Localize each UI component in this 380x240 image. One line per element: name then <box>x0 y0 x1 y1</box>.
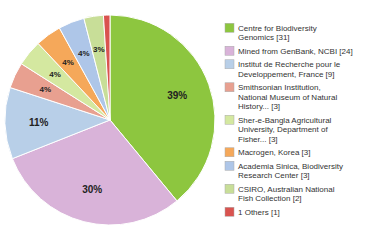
legend-swatch <box>225 207 234 216</box>
legend-label-line: Centre for Biodiversity <box>238 24 317 33</box>
legend-swatch <box>225 83 234 92</box>
data-label: 4% <box>62 58 74 67</box>
legend-label: Institut de Recherche pour leDeveloppeme… <box>238 60 341 79</box>
legend-swatch <box>225 46 234 55</box>
legend: Centre for BiodiversityGenomics [31] Mine… <box>225 23 353 217</box>
legend-label: Sher-e-Bangla AgriculturalUniversity, De… <box>238 116 332 144</box>
pie-slice <box>103 15 110 120</box>
legend-item: Macrogen, Korea [3] <box>225 148 310 158</box>
legend-swatch <box>225 148 234 157</box>
legend-item: Academia Sinica, BiodiversityResearch Ce… <box>225 161 343 180</box>
legend-item: Institut de Recherche pour leDeveloppeme… <box>225 60 341 79</box>
pie-slice <box>84 15 110 120</box>
legend-label: Smithsonian Institution,National Museum … <box>238 83 337 111</box>
legend-label-line: Fish Collection [2] <box>238 194 302 203</box>
legend-item: Mined from GenBank, NCBI [24] <box>225 46 353 56</box>
legend-label: Centre for BiodiversityGenomics [31] <box>238 24 317 43</box>
legend-swatch <box>225 161 234 170</box>
legend-label-line: Research Center [3] <box>238 171 310 180</box>
legend-item: Smithsonian Institution,National Museum … <box>225 83 337 112</box>
legend-label: 1 Others [1] <box>238 208 280 217</box>
legend-label: Academia Sinica, BiodiversityResearch Ce… <box>238 162 343 181</box>
legend-label-line: Institut de Recherche pour le <box>238 60 341 69</box>
data-label: 3% <box>93 45 105 54</box>
legend-label-line: 1 Others [1] <box>238 208 280 217</box>
legend-swatch <box>225 60 234 69</box>
legend-label-line: Fisher... [3] <box>238 135 278 144</box>
legend-label-line: Developpement, France [9] <box>238 70 335 79</box>
legend-label-line: History... [3] <box>238 102 280 111</box>
legend-label-line: Smithsonian Institution, <box>238 83 321 92</box>
legend-label-line: National Museum of Natural <box>238 93 337 102</box>
legend-label-line: Mined from GenBank, NCBI [24] <box>238 47 353 56</box>
legend-item: Centre for BiodiversityGenomics [31] <box>225 23 317 42</box>
data-label: 4% <box>40 85 52 94</box>
data-label: 30% <box>82 184 102 195</box>
legend-item: 1 Others [1] <box>225 207 280 217</box>
legend-item: CSIRO, Australian NationalFish Collectio… <box>225 184 335 203</box>
legend-label-line: Academia Sinica, Biodiversity <box>238 162 343 171</box>
legend-label: Macrogen, Korea [3] <box>238 148 310 157</box>
legend-label-line: Macrogen, Korea [3] <box>238 148 310 157</box>
legend-swatch <box>225 184 234 193</box>
legend-label-line: Sher-e-Bangla Agricultural <box>238 116 332 125</box>
legend-label: Mined from GenBank, NCBI [24] <box>238 47 353 56</box>
legend-label-line: Genomics [31] <box>238 33 290 42</box>
legend-label-line: CSIRO, Australian National <box>238 185 335 194</box>
legend-label-line: University, Department of <box>238 125 328 134</box>
legend-item: Sher-e-Bangla AgriculturalUniversity, De… <box>225 115 332 144</box>
pie: 39%30%11%4%4%4%4%3% <box>5 15 215 225</box>
legend-label: CSIRO, Australian NationalFish Collectio… <box>238 185 335 204</box>
legend-swatch <box>225 23 234 32</box>
data-label: 11% <box>29 117 49 128</box>
data-label: 4% <box>49 70 61 79</box>
data-label: 4% <box>78 49 90 58</box>
legend-swatch <box>225 115 234 124</box>
data-label: 39% <box>167 90 187 101</box>
chart: 39%30%11%4%4%4%4%3%Centre for Biodiversi… <box>0 0 380 240</box>
